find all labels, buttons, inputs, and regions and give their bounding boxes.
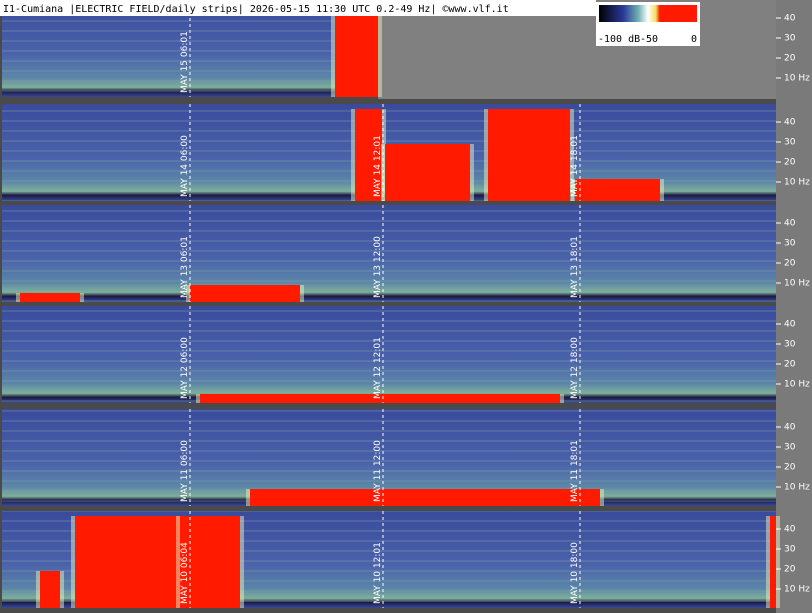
time-label: MAY 10 06:04 (180, 542, 190, 604)
burst (250, 489, 600, 506)
colorbar-label: -100 dB (598, 34, 640, 45)
burst (770, 516, 776, 608)
burst (335, 0, 378, 97)
freq-label: 20 (784, 54, 796, 64)
freq-label: 20 (784, 259, 796, 269)
burst (40, 571, 60, 608)
time-label: MAY 14 06:00 (180, 135, 190, 197)
burst (75, 516, 180, 608)
time-label: MAY 10 12:01 (373, 542, 383, 604)
time-label: MAY 12 06:00 (180, 337, 190, 399)
freq-label: 40 (784, 14, 796, 24)
freq-label: 10 Hz (784, 483, 810, 493)
freq-label: 30 (784, 545, 796, 555)
freq-label: 20 (784, 158, 796, 168)
time-label: MAY 11 06:00 (180, 440, 190, 502)
freq-label: 20 (784, 360, 796, 370)
time-label: MAY 11 18:01 (570, 440, 580, 502)
burst (200, 394, 560, 403)
freq-label: 30 (784, 340, 796, 350)
colorbar-label: 0 (691, 34, 697, 45)
time-label: MAY 12 12:01 (373, 337, 383, 399)
burst (355, 109, 382, 201)
time-label: MAY 15 06:01 (180, 31, 190, 93)
freq-label: 10 Hz (784, 74, 810, 84)
time-label: MAY 11 12:00 (373, 440, 383, 502)
colorbar (599, 5, 697, 22)
spectral-bands (2, 205, 776, 302)
freq-label: 40 (784, 219, 796, 229)
freq-label: 30 (784, 239, 796, 249)
freq-label: 40 (784, 118, 796, 128)
burst (385, 144, 470, 201)
burst (190, 285, 300, 302)
time-label: MAY 13 12:00 (373, 236, 383, 298)
freq-label: 40 (784, 423, 796, 433)
no-data (378, 0, 776, 99)
burst (575, 179, 660, 201)
colorbar-label: -50 (640, 34, 658, 45)
title-bg (0, 0, 596, 16)
freq-label: 10 Hz (784, 178, 810, 188)
freq-label: 20 (784, 565, 796, 575)
time-label: MAY 13 06:01 (180, 236, 190, 298)
time-label: MAY 10 18:00 (570, 542, 580, 604)
freq-label: 40 (784, 525, 796, 535)
time-label: MAY 14 18:01 (570, 135, 580, 197)
time-label: MAY 12 18:00 (570, 337, 580, 399)
burst (488, 109, 570, 201)
time-label: MAY 14 12:01 (373, 135, 383, 197)
title: I1-Cumiana |ELECTRIC FIELD/daily strips|… (3, 4, 509, 15)
axis-bg (776, 0, 812, 613)
freq-label: 10 Hz (784, 279, 810, 289)
spectral-bands (2, 306, 776, 403)
freq-label: 30 (784, 138, 796, 148)
time-label: MAY 13 18:01 (570, 236, 580, 298)
freq-label: 10 Hz (784, 585, 810, 595)
freq-label: 20 (784, 463, 796, 473)
freq-label: 30 (784, 34, 796, 44)
freq-label: 10 Hz (784, 380, 810, 390)
burst (20, 293, 80, 302)
freq-label: 40 (784, 320, 796, 330)
freq-label: 30 (784, 443, 796, 453)
